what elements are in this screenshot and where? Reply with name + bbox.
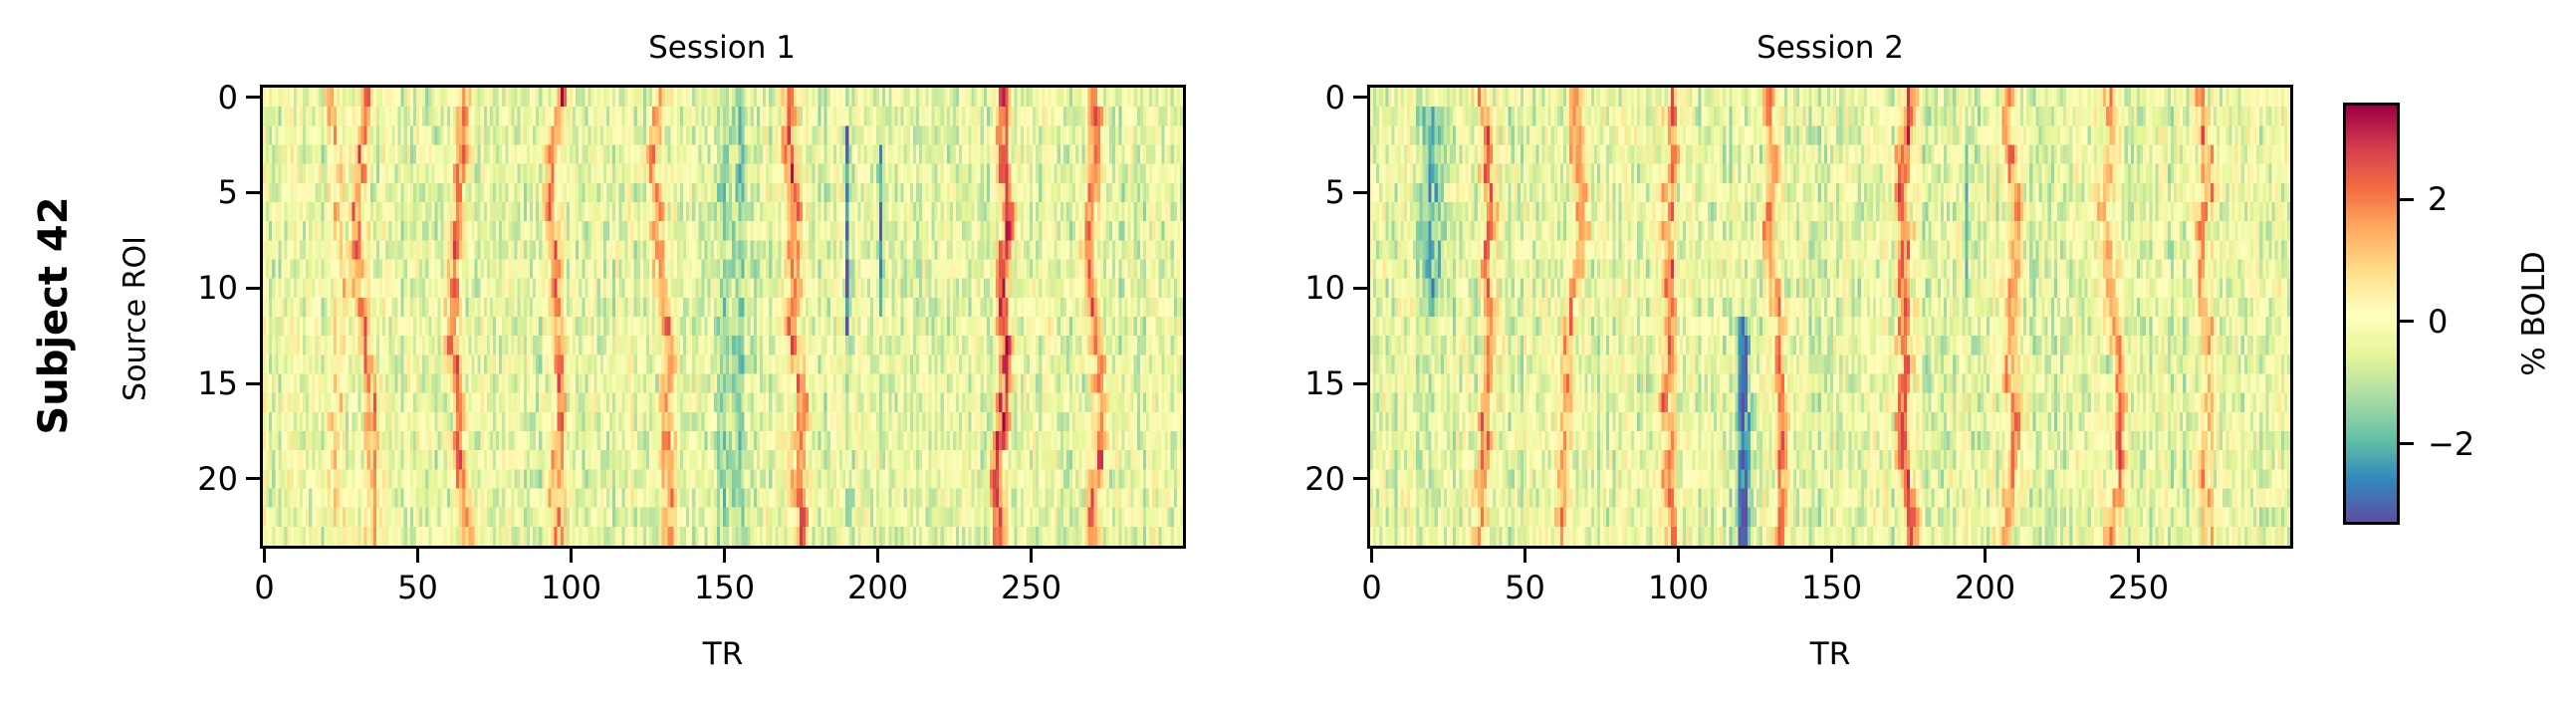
colorbar-tick-label: −2 bbox=[2428, 424, 2475, 463]
colorbar-tick bbox=[2400, 197, 2414, 201]
x-tick bbox=[1030, 549, 1034, 563]
x-tick-label: 50 bbox=[1505, 569, 1545, 606]
y-tick-label: 15 bbox=[1304, 364, 1345, 403]
colorbar bbox=[2343, 103, 2400, 525]
y-tick bbox=[1353, 286, 1367, 290]
colorbar-tick-label: 0 bbox=[2428, 302, 2449, 341]
heatmap-session-2 bbox=[1367, 85, 2293, 549]
x-tick-label: 0 bbox=[254, 569, 275, 606]
x-tick bbox=[1370, 549, 1374, 563]
x-tick-label: 100 bbox=[540, 569, 602, 606]
x-tick-label: 200 bbox=[1954, 569, 2016, 606]
colorbar-label: % BOLD bbox=[2516, 251, 2552, 376]
y-tick bbox=[1353, 190, 1367, 194]
y-tick-label: 0 bbox=[217, 78, 238, 117]
x-tick bbox=[1984, 549, 1988, 563]
y-tick bbox=[1353, 477, 1367, 481]
x-tick-label: 0 bbox=[1361, 569, 1382, 606]
y-tick-label: 15 bbox=[197, 364, 238, 403]
x-tick-label: 50 bbox=[397, 569, 438, 606]
x-tick bbox=[1830, 549, 1834, 563]
y-tick bbox=[1353, 381, 1367, 385]
y-tick bbox=[246, 286, 260, 290]
subject-row-label: Subject 42 bbox=[31, 196, 77, 435]
y-tick-label: 5 bbox=[217, 173, 238, 212]
heatmap-canvas-session-1 bbox=[263, 88, 1183, 546]
colorbar-gradient bbox=[2346, 106, 2397, 522]
x-axis-label-session-1: TR bbox=[702, 636, 744, 672]
x-tick bbox=[2137, 549, 2141, 563]
x-tick bbox=[263, 549, 267, 563]
colorbar-tick-label: 2 bbox=[2428, 180, 2449, 219]
heatmap-session-1 bbox=[260, 85, 1186, 549]
y-tick bbox=[246, 477, 260, 481]
x-tick-label: 250 bbox=[1000, 569, 1062, 606]
y-tick bbox=[246, 190, 260, 194]
y-tick-label: 10 bbox=[1304, 269, 1345, 308]
panel-title-session-1: Session 1 bbox=[648, 30, 796, 66]
x-tick-label: 150 bbox=[693, 569, 756, 606]
heatmap-canvas-session-2 bbox=[1370, 88, 2290, 546]
y-tick-label: 20 bbox=[197, 459, 238, 498]
y-tick-label: 20 bbox=[1304, 459, 1345, 498]
x-tick-label: 150 bbox=[1800, 569, 1863, 606]
x-tick-label: 250 bbox=[2107, 569, 2170, 606]
panel-title-session-2: Session 2 bbox=[1756, 30, 1904, 66]
x-tick-label: 200 bbox=[846, 569, 909, 606]
x-tick bbox=[723, 549, 727, 563]
colorbar-tick bbox=[2400, 442, 2414, 446]
y-tick bbox=[246, 381, 260, 385]
x-axis-label-session-2: TR bbox=[1809, 636, 1851, 672]
x-tick bbox=[1523, 549, 1527, 563]
y-tick-label: 5 bbox=[1324, 173, 1345, 212]
y-tick bbox=[1353, 96, 1367, 100]
x-tick bbox=[1677, 549, 1681, 563]
colorbar-tick bbox=[2400, 320, 2414, 324]
y-tick bbox=[246, 96, 260, 100]
y-tick-label: 10 bbox=[197, 269, 238, 308]
y-tick-label: 0 bbox=[1324, 78, 1345, 117]
x-tick-label: 100 bbox=[1647, 569, 1710, 606]
y-axis-label: Source ROI bbox=[117, 236, 153, 401]
x-tick bbox=[416, 549, 420, 563]
x-tick bbox=[876, 549, 880, 563]
x-tick bbox=[570, 549, 574, 563]
